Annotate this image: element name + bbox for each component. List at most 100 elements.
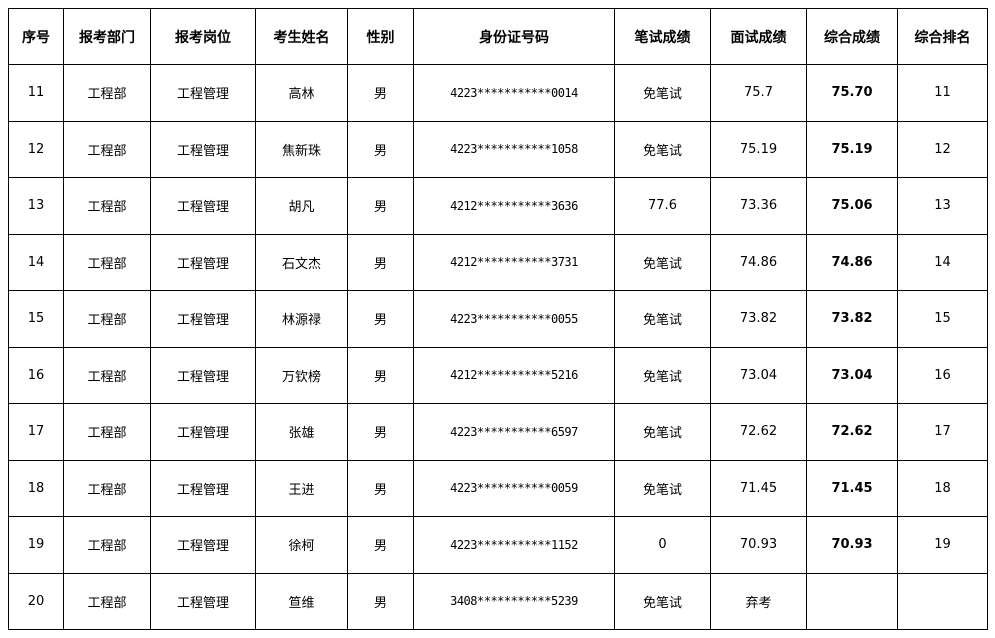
cell-total-score: 75.06 (806, 177, 898, 235)
cell-department: 工程部 (63, 177, 151, 235)
cell-gender: 男 (347, 572, 414, 630)
cell-position: 工程管理 (150, 177, 256, 235)
header-seq: 序号 (8, 8, 64, 65)
cell-department: 工程部 (63, 233, 151, 291)
cell-id-number: 4223***********6597 (413, 403, 615, 461)
cell-position: 工程管理 (150, 516, 256, 574)
cell-department: 工程部 (63, 120, 151, 178)
cell-id-number: 4223***********1058 (413, 120, 615, 178)
cell-interview-score: 73.36 (710, 177, 807, 235)
cell-id-number: 4223***********0014 (413, 64, 615, 122)
cell-id-number: 4212***********3636 (413, 177, 615, 235)
cell-total-score: 75.19 (806, 120, 898, 178)
cell-gender: 男 (347, 64, 414, 122)
cell-position: 工程管理 (150, 290, 256, 348)
cell-position: 工程管理 (150, 459, 256, 517)
table-row: 20 工程部 工程管理 笪维男 3408***********5239 免笔试 弃考 (8, 572, 988, 630)
cell-position: 工程管理 (150, 572, 256, 630)
cell-interview-score: 73.82 (710, 290, 807, 348)
cell-seq: 20 (8, 572, 64, 630)
cell-written-score: 77.6 (614, 177, 711, 235)
header-id-number: 身份证号码 (413, 8, 615, 65)
cell-name: 王进 (255, 459, 348, 517)
cell-id-number: 4223***********1152 (413, 516, 615, 574)
header-interview-score: 面试成绩 (710, 8, 807, 65)
cell-department: 工程部 (63, 572, 151, 630)
cell-department: 工程部 (63, 403, 151, 461)
cell-written-score: 免笔试 (614, 64, 711, 122)
cell-total-score: 73.82 (806, 290, 898, 348)
cell-gender: 男 (347, 346, 414, 404)
table-row: 15 工程部 工程管理 林源禄男 4223***********0055 免笔试 73.82… (8, 290, 988, 348)
cell-name: 胡凡 (255, 177, 348, 235)
cell-position: 工程管理 (150, 346, 256, 404)
cell-interview-score: 72.62 (710, 403, 807, 461)
cell-seq: 15 (8, 290, 64, 348)
cell-rank: 17 (897, 403, 988, 461)
header-rank: 综合排名 (897, 8, 988, 65)
cell-name: 林源禄 (255, 290, 348, 348)
header-row: 序号 报考部门 报考岗位 考生姓名 性别 身份证号码 笔试成绩 面试成绩 综合成绩 综合排名 (8, 8, 988, 65)
table-row: 12 工程部 工程管理 焦新珠男 4223***********1058 免笔试 75.19… (8, 120, 988, 178)
cell-department: 工程部 (63, 516, 151, 574)
cell-department: 工程部 (63, 290, 151, 348)
cell-position: 工程管理 (150, 64, 256, 122)
cell-rank: 15 (897, 290, 988, 348)
cell-seq: 19 (8, 516, 64, 574)
cell-department: 工程部 (63, 459, 151, 517)
cell-written-score: 0 (614, 516, 711, 574)
cell-rank: 11 (897, 64, 988, 122)
header-total-score: 综合成绩 (806, 8, 898, 65)
cell-seq: 13 (8, 177, 64, 235)
header-written-score: 笔试成绩 (614, 8, 711, 65)
cell-name: 高林 (255, 64, 348, 122)
cell-total-score: 72.62 (806, 403, 898, 461)
cell-seq: 11 (8, 64, 64, 122)
cell-written-score: 免笔试 (614, 403, 711, 461)
header-gender: 性别 (347, 8, 414, 65)
header-name: 考生姓名 (255, 8, 348, 65)
cell-written-score: 免笔试 (614, 459, 711, 517)
table-row: 14 工程部 工程管理 石文杰男 4212***********3731 免笔试 74.86… (8, 233, 988, 291)
cell-total-score (806, 572, 898, 630)
cell-rank: 18 (897, 459, 988, 517)
cell-position: 工程管理 (150, 233, 256, 291)
cell-name: 石文杰 (255, 233, 348, 291)
cell-written-score: 免笔试 (614, 572, 711, 630)
cell-name: 张雄 (255, 403, 348, 461)
cell-rank: 12 (897, 120, 988, 178)
cell-rank: 19 (897, 516, 988, 574)
cell-written-score: 免笔试 (614, 346, 711, 404)
cell-written-score: 免笔试 (614, 290, 711, 348)
cell-position: 工程管理 (150, 120, 256, 178)
cell-interview-score: 74.86 (710, 233, 807, 291)
cell-rank: 14 (897, 233, 988, 291)
cell-interview-score: 75.19 (710, 120, 807, 178)
cell-seq: 14 (8, 233, 64, 291)
cell-seq: 18 (8, 459, 64, 517)
cell-name: 徐柯 (255, 516, 348, 574)
table-row: 18 工程部 工程管理 王进男 4223***********0059 免笔试 71.45 7… (8, 459, 988, 517)
cell-total-score: 73.04 (806, 346, 898, 404)
cell-seq: 17 (8, 403, 64, 461)
cell-gender: 男 (347, 459, 414, 517)
cell-written-score: 免笔试 (614, 233, 711, 291)
cell-seq: 16 (8, 346, 64, 404)
cell-id-number: 4212***********5216 (413, 346, 615, 404)
header-department: 报考部门 (63, 8, 151, 65)
cell-interview-score: 75.7 (710, 64, 807, 122)
cell-gender: 男 (347, 233, 414, 291)
cell-interview-score: 70.93 (710, 516, 807, 574)
cell-seq: 12 (8, 120, 64, 178)
table-row: 13 工程部 工程管理 胡凡男 4212***********3636 77.6 73.36… (8, 177, 988, 235)
table-row: 19 工程部 工程管理 徐柯男 4223***********1152 0 70.93 70.… (8, 516, 988, 574)
cell-interview-score: 73.04 (710, 346, 807, 404)
cell-department: 工程部 (63, 346, 151, 404)
cell-id-number: 4212***********3731 (413, 233, 615, 291)
cell-id-number: 4223***********0059 (413, 459, 615, 517)
cell-department: 工程部 (63, 64, 151, 122)
cell-position: 工程管理 (150, 403, 256, 461)
table-row: 17 工程部 工程管理 张雄男 4223***********6597 免笔试 72.62 7… (8, 403, 988, 461)
cell-interview-score: 弃考 (710, 572, 807, 630)
cell-id-number: 4223***********0055 (413, 290, 615, 348)
